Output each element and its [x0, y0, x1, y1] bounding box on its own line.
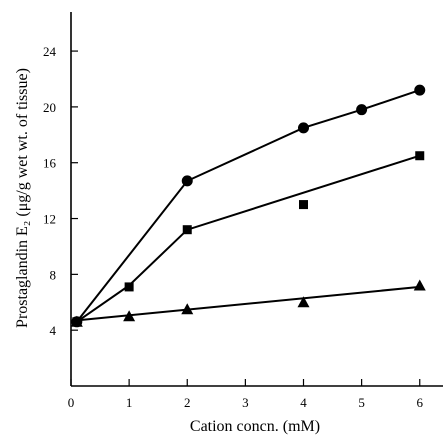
triangle-point [123, 310, 136, 322]
circle-point [181, 175, 193, 187]
circle-point [414, 84, 426, 96]
triangle-point [70, 315, 83, 327]
square-point [415, 151, 425, 161]
triangle-point [413, 279, 426, 291]
y-tick-label: 8 [50, 267, 57, 282]
circle-point [356, 104, 368, 116]
square-point [182, 225, 192, 235]
y-tick-label: 4 [50, 323, 57, 338]
y-tick-label: 20 [43, 100, 56, 115]
y-axis-title: Prostaglandin E₂ (μg/g wet wt. of tissue… [14, 68, 31, 328]
square-point [299, 200, 308, 210]
triangle-series-line [76, 285, 420, 322]
y-tick-label: 16 [43, 156, 57, 171]
x-tick-label: 3 [242, 395, 249, 410]
x-tick-label: 5 [358, 395, 365, 410]
triangle-point [181, 303, 194, 315]
x-tick-label: 6 [417, 395, 424, 410]
y-tick-label: 12 [43, 212, 56, 227]
data-markers [70, 84, 426, 328]
x-tick-label: 4 [300, 395, 307, 410]
x-tick-label: 2 [184, 395, 191, 410]
y-tick-label: 24 [43, 44, 57, 59]
triangle-point [297, 296, 310, 308]
square-point [124, 282, 134, 292]
square-series-line [76, 154, 421, 323]
x-axis-title: Cation concn. (mM) [190, 418, 320, 435]
x-tick-label: 1 [126, 395, 133, 410]
x-tick-label: 0 [68, 395, 75, 410]
circle-point [298, 122, 309, 134]
